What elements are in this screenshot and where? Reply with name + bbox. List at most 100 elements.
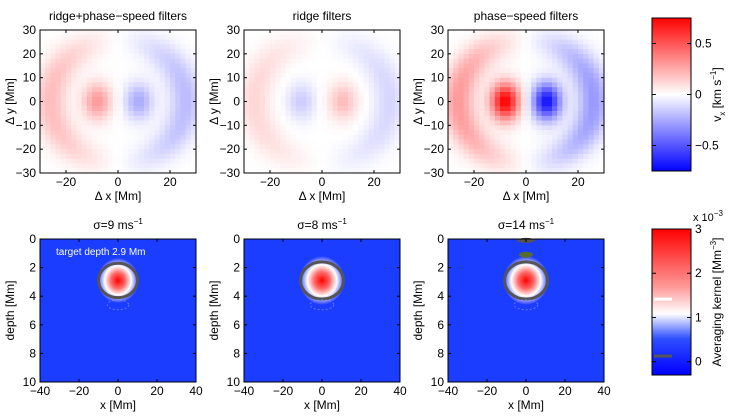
heatmap-cell (45, 153, 51, 160)
heatmap-cell (363, 49, 370, 55)
heatmap-cell (552, 144, 558, 150)
colorbar-tick-label: 3 (695, 222, 702, 236)
heatmap-cell (55, 158, 62, 164)
heatmap-cell (578, 153, 584, 160)
heatmap-cell (578, 139, 584, 145)
heatmap-cell (40, 58, 46, 64)
heatmap-cell (322, 168, 328, 174)
heatmap-cell (55, 134, 62, 141)
heatmap-cell (500, 106, 506, 112)
heatmap-cell (154, 125, 160, 131)
y-tick-label: 0 (437, 232, 444, 246)
heatmap-cell (557, 120, 563, 126)
heatmap-cell (102, 139, 108, 145)
heatmap-cell (474, 134, 480, 141)
heatmap-cell (368, 158, 375, 164)
heatmap-cell (81, 125, 88, 131)
heatmap-cell (133, 77, 140, 83)
heatmap-cell (337, 44, 344, 50)
heatmap-cell (275, 39, 281, 45)
colorbar-gradient (652, 18, 691, 171)
heatmap-cell (337, 149, 344, 155)
heatmap-cell (505, 63, 511, 69)
heatmap-cell (541, 163, 548, 169)
heatmap-cell (254, 125, 260, 131)
heatmap-cell (384, 72, 390, 79)
y-tick-label: −30 (16, 166, 37, 180)
heatmap-cell (306, 168, 312, 174)
heatmap-cell (316, 82, 323, 88)
heatmap-cell (578, 34, 584, 40)
heatmap-cell (593, 30, 600, 36)
heatmap-cell (81, 149, 88, 155)
heatmap-cell (394, 87, 401, 93)
heatmap-cell (264, 96, 271, 102)
heatmap-cell (123, 144, 129, 150)
heatmap-cell (389, 82, 396, 88)
y-tick-label: 2 (233, 261, 240, 275)
heatmap-cell (342, 91, 349, 98)
heatmap-cell (170, 149, 176, 155)
heatmap-cell (71, 101, 77, 107)
x-tick-label: 20 (150, 384, 164, 398)
heatmap-cell (337, 120, 344, 126)
heatmap-cell (468, 153, 475, 160)
heatmap-cell (322, 68, 328, 74)
heatmap-cell (358, 53, 364, 59)
heatmap-cell (316, 39, 323, 45)
heatmap-cell (244, 49, 250, 55)
x-axis-label: x [Mm] (508, 398, 544, 412)
heatmap-cell (118, 72, 124, 79)
heatmap-cell (484, 158, 490, 164)
heatmap-cell (342, 168, 349, 174)
heatmap-cell (280, 144, 286, 150)
heatmap-cell (66, 139, 72, 145)
heatmap-cell (348, 30, 354, 36)
heatmap-cell (526, 168, 532, 174)
heatmap-cell (546, 125, 553, 131)
heatmap-cell (463, 82, 470, 88)
heatmap-cell (86, 111, 93, 117)
heatmap-cell (515, 68, 522, 74)
heatmap-cell (144, 68, 150, 74)
colorbar-marker (654, 297, 672, 301)
heatmap-cell (394, 120, 401, 126)
heatmap-cell (520, 130, 527, 136)
heatmap-cell (546, 144, 553, 150)
heatmap-cell (81, 158, 88, 164)
heatmap-cell (567, 49, 574, 55)
heatmap-cell (557, 91, 563, 98)
heatmap-cell (546, 91, 553, 98)
heatmap-cell (572, 111, 579, 117)
heatmap-cell (170, 34, 176, 40)
heatmap-cell (285, 111, 292, 117)
heatmap-cell (546, 139, 553, 145)
heatmap-cell (285, 130, 292, 136)
heatmap-cell (448, 125, 454, 131)
heatmap-cell (306, 87, 312, 93)
heatmap-cell (562, 115, 568, 121)
heatmap-cell (254, 53, 260, 59)
x-axis-label: x [Mm] (100, 398, 136, 412)
heatmap-cell (546, 106, 553, 112)
heatmap-cell (379, 130, 385, 136)
heatmap-cell (327, 72, 333, 79)
heatmap-cell (494, 111, 501, 117)
heatmap-cell (296, 87, 302, 93)
heatmap-cell (453, 82, 459, 88)
heatmap-cell (562, 149, 568, 155)
heatmap-cell (567, 149, 574, 155)
heatmap-cell (244, 72, 250, 79)
heatmap-cell (368, 77, 375, 83)
heatmap-cell (572, 120, 579, 126)
heatmap-cell (363, 91, 370, 98)
heatmap-cell (66, 134, 72, 141)
heatmap-cell (164, 72, 171, 79)
heatmap-cell (536, 168, 542, 174)
heatmap-cell (55, 39, 62, 45)
heatmap-cell (332, 111, 338, 117)
heatmap-cell (175, 44, 181, 50)
heatmap-cell (159, 82, 166, 88)
heatmap-cell (578, 77, 584, 83)
heatmap-cell (327, 49, 333, 55)
